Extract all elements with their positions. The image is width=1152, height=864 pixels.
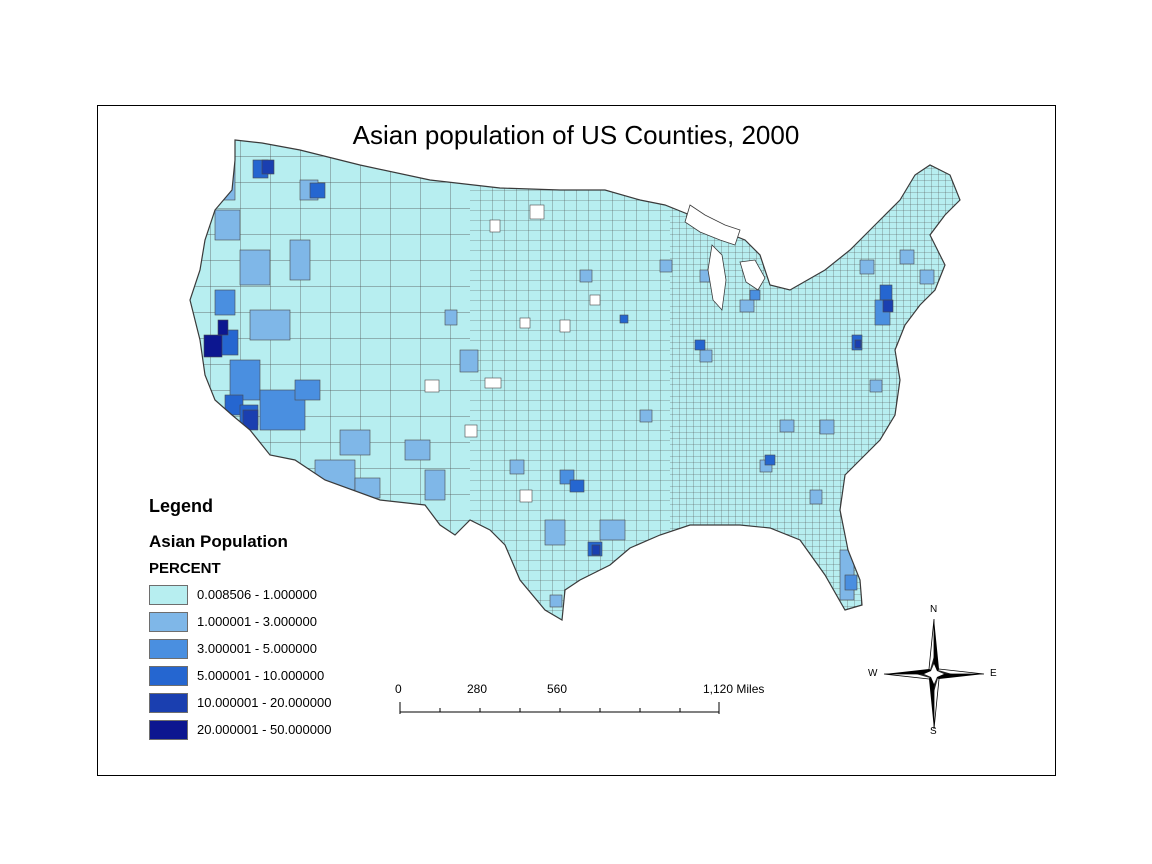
legend-heading: Legend <box>149 496 214 516</box>
legend-swatch <box>149 693 188 713</box>
legend-layer-name: Asian Population <box>149 532 288 551</box>
compass-east-label: E <box>990 668 997 679</box>
legend-swatch <box>149 720 188 740</box>
legend-field-name: PERCENT <box>149 560 221 577</box>
scale-bar-label-1120: 1,120 Miles <box>703 682 765 696</box>
scale-bar-label-0: 0 <box>395 682 402 696</box>
north-arrow-icon <box>883 618 985 730</box>
no-data-counties <box>424 204 601 503</box>
central-county-grid <box>470 140 670 620</box>
lake-superior <box>684 204 741 246</box>
scale-bar-label-280: 280 <box>467 682 488 696</box>
legend-label: 10.000001 - 20.000000 <box>197 695 332 710</box>
east-county-grid <box>670 140 960 620</box>
legend-label: 1.000001 - 3.000000 <box>197 614 317 629</box>
legend-swatch <box>149 639 188 659</box>
lake-huron <box>739 259 766 291</box>
legend-label: 5.000001 - 10.000000 <box>197 668 325 683</box>
legend-label: 20.000001 - 50.000000 <box>197 722 332 737</box>
compass-west-label: W <box>868 668 878 679</box>
scale-bar-label-560: 560 <box>547 682 568 696</box>
legend-label: 0.008506 - 1.000000 <box>197 587 317 602</box>
legend-label: 3.000001 - 5.000000 <box>197 641 317 656</box>
scale-bar <box>399 702 720 714</box>
compass-south-label: S <box>930 726 937 737</box>
legend-swatch <box>149 585 188 605</box>
map-frame <box>97 105 1056 776</box>
map-title: Asian population of US Counties, 2000 <box>352 120 800 150</box>
class6-counties <box>203 319 229 358</box>
compass-north-label: N <box>930 604 938 615</box>
legend-swatch <box>149 666 188 686</box>
legend-swatch <box>149 612 188 632</box>
lake-michigan <box>707 244 727 311</box>
us-outline <box>189 139 961 621</box>
